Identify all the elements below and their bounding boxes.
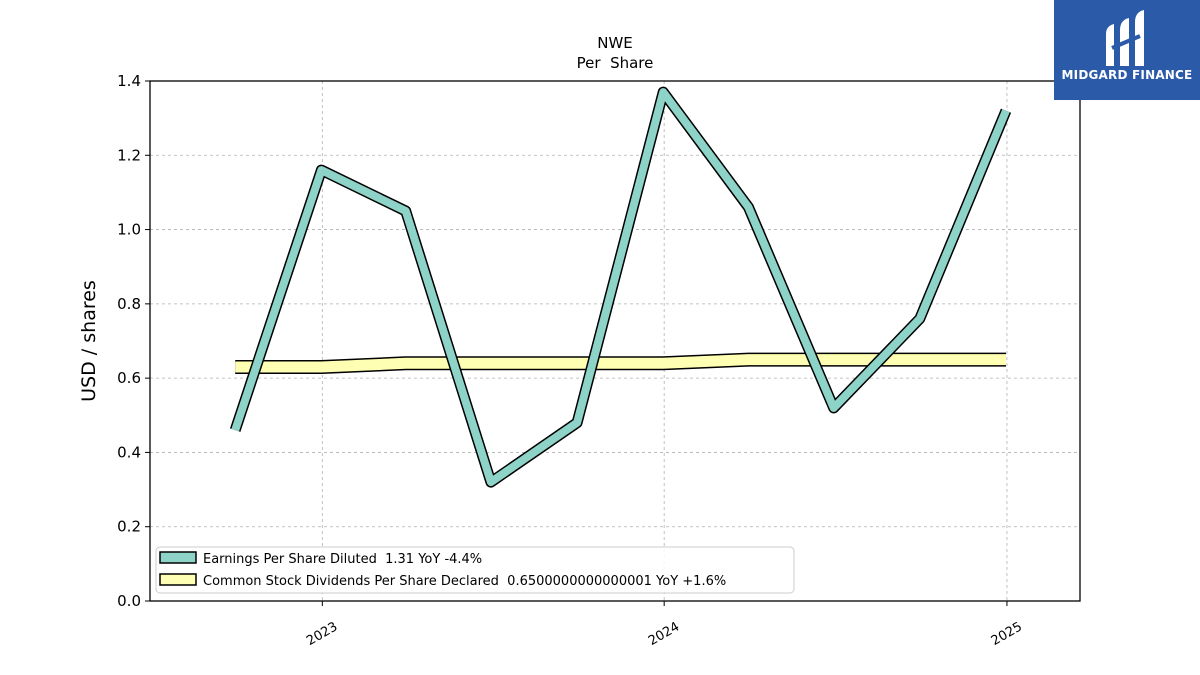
chart-title: NWE	[597, 34, 633, 52]
midgard-finance-logo: MIDGARD FINANCE	[1054, 0, 1200, 100]
y-tick-label: 1.2	[117, 146, 141, 164]
y-tick-label: 0.4	[117, 443, 141, 461]
y-ticks: 0.0 0.2 0.4 0.6 0.8 1.0 1.2 1.4	[117, 72, 150, 610]
series-line-eps	[231, 88, 1010, 487]
plot-frame	[149, 80, 1081, 602]
legend: Earnings Per Share Diluted 1.31 YoY -4.4…	[155, 546, 795, 594]
x-tick-label: 2024	[646, 619, 682, 649]
y-tick-label: 0.8	[117, 295, 141, 313]
legend-label-eps: Earnings Per Share Diluted 1.31 YoY -4.4…	[203, 552, 482, 567]
x-tick-label: 2025	[989, 619, 1025, 649]
y-tick-label: 0.2	[117, 518, 141, 536]
series-outline-eps	[229, 86, 1012, 488]
y-axis-label: USD / shares	[78, 280, 100, 402]
y-tick-label: 0.6	[117, 369, 141, 387]
logo-text: MIDGARD FINANCE	[1061, 68, 1193, 82]
legend-box	[155, 546, 795, 594]
y-tick-label: 1.4	[117, 72, 141, 90]
chart-subtitle: Per Share	[577, 54, 654, 72]
series-layer	[229, 86, 1012, 488]
legend-label-dividends: Common Stock Dividends Per Share Declare…	[203, 574, 726, 589]
x-ticks: 2023 2024 2025	[304, 601, 1025, 649]
grid	[150, 80, 1080, 602]
logo-mark-icon	[1106, 10, 1144, 66]
y-tick-label: 1.0	[117, 221, 141, 239]
y-tick-label: 0.0	[117, 592, 141, 610]
x-tick-label: 2023	[304, 619, 340, 649]
legend-swatch-eps	[159, 551, 197, 564]
legend-swatch-dividends	[159, 573, 197, 586]
